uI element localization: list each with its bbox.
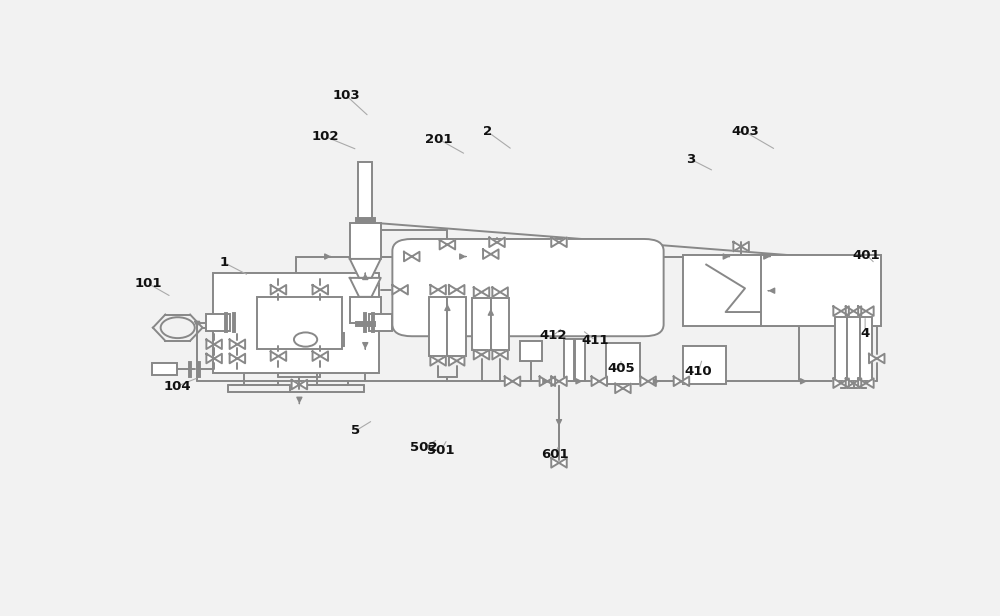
Polygon shape: [483, 249, 499, 259]
Text: 4: 4: [860, 327, 870, 341]
Polygon shape: [492, 287, 508, 297]
Text: 403: 403: [731, 125, 759, 138]
Polygon shape: [271, 351, 286, 361]
Bar: [369, 314, 392, 331]
Text: 411: 411: [582, 334, 609, 347]
Polygon shape: [206, 354, 222, 363]
Text: 5: 5: [351, 424, 361, 437]
Polygon shape: [350, 278, 381, 297]
Polygon shape: [404, 252, 420, 261]
Polygon shape: [540, 376, 555, 386]
Polygon shape: [449, 356, 464, 366]
Polygon shape: [489, 238, 505, 247]
Text: 102: 102: [311, 130, 339, 143]
Polygon shape: [206, 339, 222, 349]
Text: 101: 101: [134, 277, 162, 290]
Bar: [350, 224, 381, 259]
Bar: [683, 346, 726, 384]
Text: 502: 502: [410, 440, 438, 454]
Polygon shape: [858, 306, 874, 316]
Text: 1: 1: [220, 256, 229, 269]
Polygon shape: [846, 306, 861, 316]
Polygon shape: [440, 240, 455, 249]
Polygon shape: [292, 380, 307, 389]
Polygon shape: [313, 351, 328, 361]
Text: 412: 412: [539, 329, 567, 342]
Polygon shape: [449, 285, 464, 294]
Bar: [359, 259, 371, 278]
Bar: [356, 322, 375, 326]
Bar: [520, 341, 542, 361]
Polygon shape: [869, 354, 885, 363]
Bar: [491, 298, 509, 350]
Text: 410: 410: [685, 365, 712, 378]
Bar: [761, 255, 881, 326]
Polygon shape: [551, 238, 567, 247]
FancyBboxPatch shape: [392, 239, 664, 336]
Bar: [575, 339, 585, 381]
Polygon shape: [505, 376, 520, 386]
Polygon shape: [350, 259, 381, 278]
Polygon shape: [430, 285, 446, 294]
Polygon shape: [492, 350, 508, 360]
Bar: [835, 317, 847, 381]
Bar: [152, 363, 177, 375]
Polygon shape: [858, 378, 874, 388]
Text: 3: 3: [686, 153, 695, 166]
Polygon shape: [833, 378, 849, 388]
Bar: [350, 297, 381, 323]
Text: 104: 104: [164, 379, 192, 392]
Bar: [429, 297, 447, 356]
Text: 601: 601: [541, 448, 569, 461]
Polygon shape: [592, 376, 607, 386]
Polygon shape: [551, 458, 567, 468]
Polygon shape: [230, 354, 245, 363]
Polygon shape: [551, 376, 567, 386]
Polygon shape: [230, 339, 245, 349]
Polygon shape: [846, 378, 861, 388]
Bar: [847, 317, 860, 381]
Bar: [325, 333, 344, 346]
Text: 2: 2: [483, 125, 492, 138]
Bar: [356, 217, 375, 224]
Bar: [860, 317, 872, 381]
Text: 401: 401: [853, 249, 880, 262]
Polygon shape: [833, 306, 849, 316]
Text: 501: 501: [427, 444, 455, 456]
Polygon shape: [615, 384, 631, 393]
Polygon shape: [640, 376, 656, 386]
Bar: [564, 339, 574, 381]
Text: 103: 103: [332, 89, 360, 102]
Polygon shape: [474, 287, 489, 297]
Bar: [358, 161, 372, 221]
Text: 201: 201: [425, 133, 453, 146]
Bar: [447, 297, 466, 356]
Polygon shape: [733, 242, 749, 251]
Polygon shape: [474, 350, 489, 360]
Polygon shape: [313, 285, 328, 294]
Bar: [257, 297, 342, 349]
Bar: [206, 314, 230, 331]
Bar: [213, 273, 379, 373]
Polygon shape: [430, 356, 446, 366]
Bar: [472, 298, 491, 350]
Polygon shape: [271, 285, 286, 294]
Polygon shape: [392, 285, 408, 294]
Text: 405: 405: [607, 362, 635, 375]
Bar: [606, 343, 640, 384]
Polygon shape: [674, 376, 689, 386]
Bar: [683, 255, 799, 326]
